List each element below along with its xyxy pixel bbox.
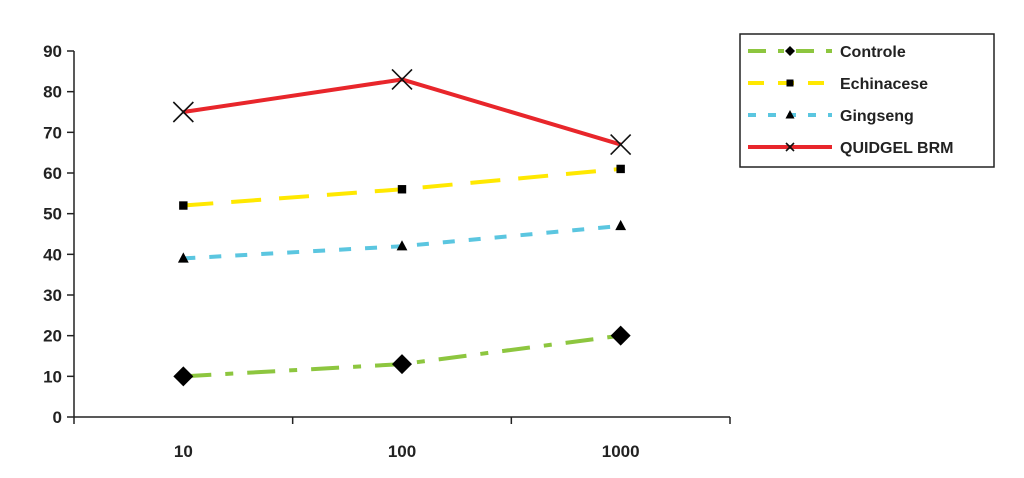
data-point <box>391 68 413 91</box>
x-tick-label: 10 <box>174 442 193 461</box>
series-line <box>183 77 622 147</box>
legend-marker <box>785 110 795 119</box>
data-point <box>392 354 412 375</box>
legend-box <box>739 33 995 168</box>
y-axis: 0 10 20 30 40 50 60 70 80 90 <box>43 42 75 427</box>
data-point <box>177 252 189 263</box>
legend-label: Controle <box>840 44 906 61</box>
data-point <box>610 325 631 346</box>
data-point <box>173 366 194 387</box>
data-point <box>615 219 627 231</box>
marker-stroke <box>391 68 413 91</box>
y-tick-label: 10 <box>43 367 62 386</box>
x-axis: 10 100 1000 <box>73 416 731 461</box>
x-tick-label: 100 <box>388 442 416 461</box>
data-point <box>610 133 632 156</box>
data-point <box>397 185 407 194</box>
series-echinacese <box>179 164 625 210</box>
legend-label: Gingseng <box>840 108 914 125</box>
y-tick-label: 70 <box>43 123 62 142</box>
marker-stroke <box>785 142 795 152</box>
legend-marker <box>785 142 795 152</box>
y-tick-label: 90 <box>43 42 62 61</box>
legend-marker <box>786 79 794 87</box>
x-tick-label: 1000 <box>602 442 640 461</box>
data-point <box>616 164 625 174</box>
y-tick-label: 0 <box>53 408 62 427</box>
legend-marker <box>785 46 795 56</box>
y-tick-label: 80 <box>43 83 62 102</box>
data-point <box>172 101 194 123</box>
series-controle <box>173 325 631 387</box>
legend-label: Echinacese <box>840 76 928 93</box>
marker-stroke <box>610 133 632 156</box>
y-tick-label: 40 <box>43 245 62 264</box>
legend-label: QUIDGEL BRM <box>840 140 953 157</box>
legend: Controle Echinacese Gingseng QUIDGEL BRM <box>739 33 995 168</box>
data-point <box>179 201 188 210</box>
series-lines <box>172 68 632 387</box>
marker-stroke <box>172 101 194 123</box>
y-tick-label: 50 <box>43 205 62 224</box>
series-quidgel-brm <box>172 68 632 156</box>
series-gingseng <box>177 219 627 263</box>
y-tick-label: 60 <box>43 164 62 183</box>
y-tick-label: 20 <box>43 327 62 346</box>
y-tick-label: 30 <box>43 286 62 305</box>
data-point <box>396 240 408 251</box>
